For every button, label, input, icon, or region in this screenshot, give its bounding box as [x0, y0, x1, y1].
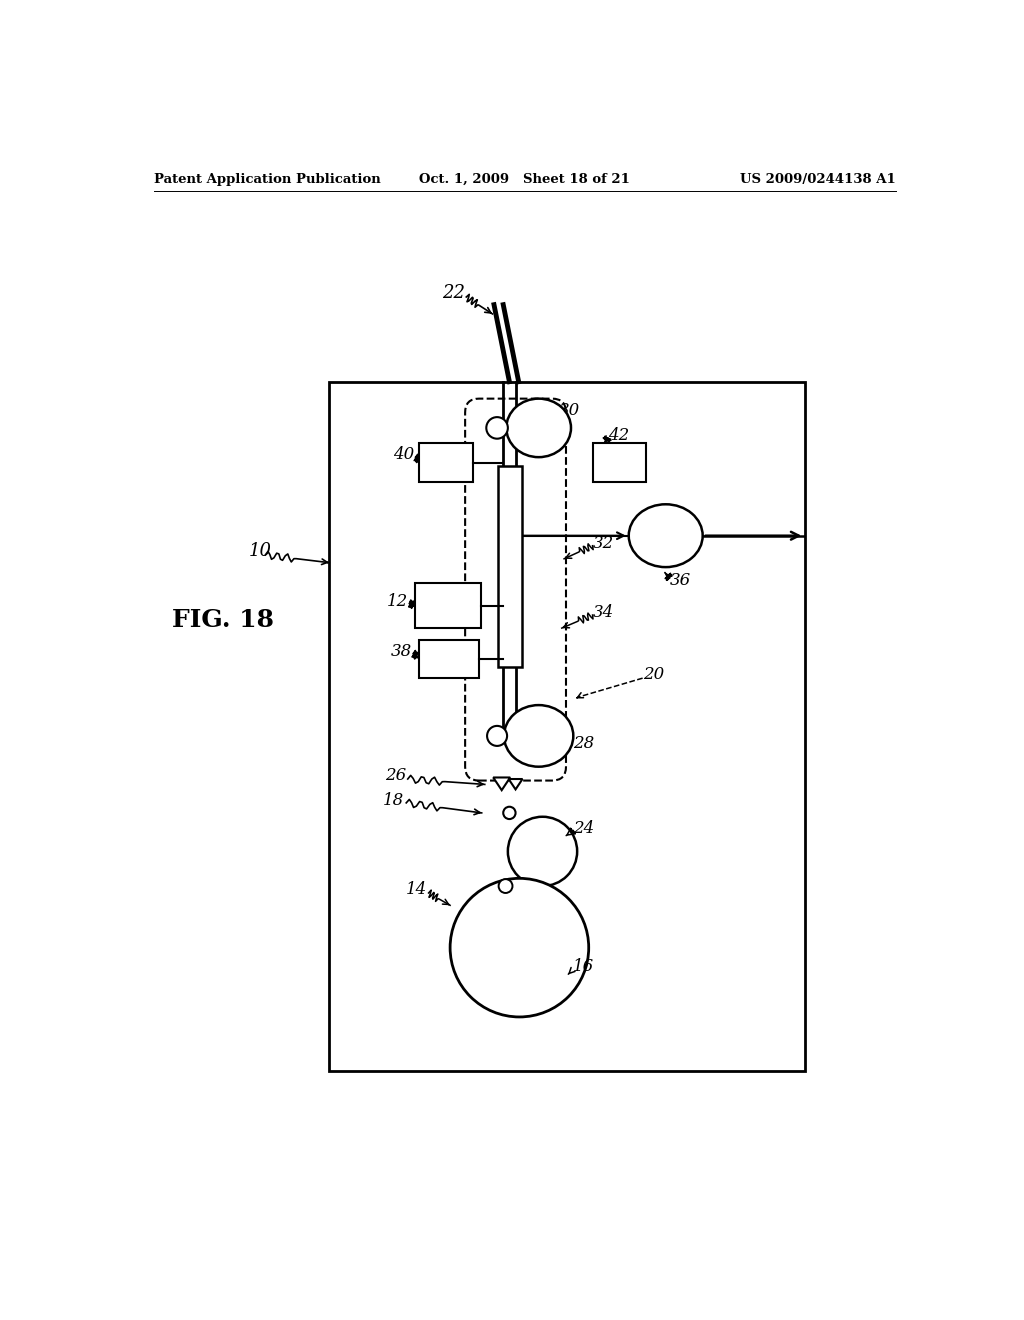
Ellipse shape	[506, 399, 571, 457]
Polygon shape	[509, 779, 522, 789]
Text: 42: 42	[608, 428, 629, 444]
Bar	[419, 444, 473, 482]
Ellipse shape	[629, 504, 702, 568]
Text: 36: 36	[670, 572, 691, 589]
Circle shape	[499, 879, 512, 894]
Text: 30: 30	[559, 403, 580, 420]
Circle shape	[451, 878, 589, 1016]
Polygon shape	[494, 777, 510, 791]
Circle shape	[508, 817, 578, 886]
Text: Oct. 1, 2009   Sheet 18 of 21: Oct. 1, 2009 Sheet 18 of 21	[420, 173, 630, 186]
Text: 10: 10	[249, 543, 271, 560]
Ellipse shape	[504, 705, 573, 767]
Bar	[416, 583, 481, 628]
Bar	[419, 640, 479, 678]
Text: 16: 16	[573, 958, 595, 975]
Bar	[330, 381, 805, 1071]
Text: 14: 14	[406, 882, 427, 899]
Text: US 2009/0244138 A1: US 2009/0244138 A1	[740, 173, 896, 186]
Bar	[498, 466, 522, 667]
Text: 26: 26	[385, 767, 407, 784]
Text: 38: 38	[390, 643, 412, 660]
Circle shape	[503, 807, 515, 818]
Circle shape	[486, 417, 508, 438]
Text: 20: 20	[643, 665, 664, 682]
Text: FIG. 18: FIG. 18	[172, 609, 274, 632]
Text: Patent Application Publication: Patent Application Publication	[154, 173, 380, 186]
Text: 34: 34	[593, 605, 613, 622]
Bar	[593, 444, 646, 482]
Text: 32: 32	[593, 535, 613, 552]
Text: 22: 22	[442, 284, 466, 302]
Text: 24: 24	[573, 820, 595, 837]
Circle shape	[487, 726, 507, 746]
Text: 40: 40	[392, 446, 414, 463]
Text: 18: 18	[383, 792, 403, 809]
Text: 12: 12	[386, 593, 408, 610]
Text: 28: 28	[573, 735, 595, 752]
